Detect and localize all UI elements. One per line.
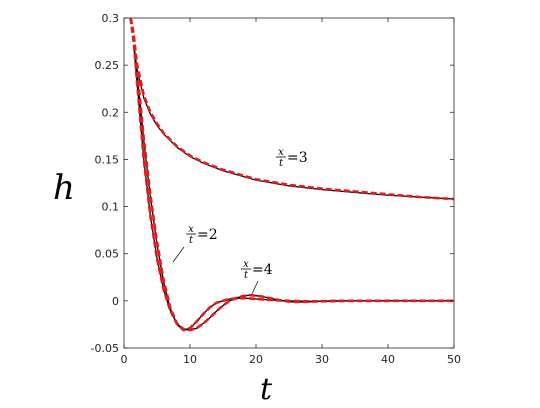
x-axis-title: t bbox=[260, 372, 273, 407]
x-tick-label: 30 bbox=[315, 353, 329, 366]
x-tick-label: 50 bbox=[447, 353, 461, 366]
series-layer bbox=[129, 18, 454, 332]
x-tick-label: 40 bbox=[381, 353, 395, 366]
series-line-dashed-x-t-3 bbox=[129, 18, 454, 201]
annotation-value: =4 bbox=[252, 262, 273, 278]
x-tick-label: 20 bbox=[249, 353, 263, 366]
x-tick-label: 0 bbox=[121, 353, 128, 366]
x-tick-label: 10 bbox=[183, 353, 197, 366]
annotation-x-over-t-3: x t =3 bbox=[276, 147, 308, 169]
y-tick-label: -0.05 bbox=[91, 342, 119, 355]
y-tick-label: 0 bbox=[112, 295, 119, 308]
annotation-x-over-t-2: x t =2 bbox=[172, 224, 218, 263]
y-tick-label: 0.3 bbox=[102, 12, 120, 25]
y-tick-label: 0.1 bbox=[102, 201, 120, 214]
y-tick-label: 0.2 bbox=[102, 106, 120, 119]
y-tick-label: 0.25 bbox=[95, 59, 120, 72]
y-tick-label: 0.15 bbox=[95, 153, 120, 166]
annotation-numerator: x bbox=[188, 224, 194, 235]
annotation-leader-line bbox=[172, 246, 185, 263]
plot-frame bbox=[123, 17, 455, 349]
annotation-value: =3 bbox=[287, 150, 308, 166]
annotation-x-over-t-4: x t =4 bbox=[241, 259, 273, 295]
annotation-denominator: t bbox=[279, 158, 284, 169]
annotation-denominator: t bbox=[244, 270, 249, 281]
plot-area bbox=[124, 18, 454, 348]
y-axis-title: h bbox=[53, 168, 75, 208]
annotation-value: =2 bbox=[197, 227, 218, 243]
y-tick-label: 0.05 bbox=[95, 248, 120, 261]
annotation-numerator: x bbox=[243, 259, 249, 270]
annotation-denominator: t bbox=[189, 235, 194, 246]
series-line-dashed-x-t-4 bbox=[129, 18, 454, 332]
annotation-leader-line bbox=[251, 280, 259, 295]
annotation-numerator: x bbox=[278, 147, 284, 158]
